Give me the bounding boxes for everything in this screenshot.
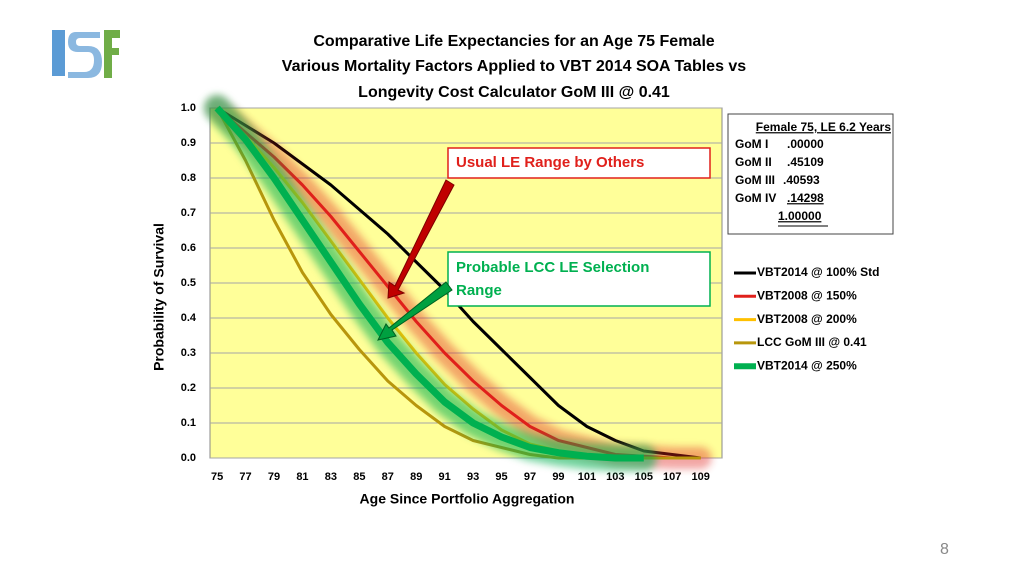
factor-label: GoM III [735,173,775,187]
chart-title: Comparative Life Expectancies for an Age… [313,33,714,50]
logo-s [68,32,102,78]
factor-heading: Female 75, LE 6.2 Years [756,120,892,134]
annotation: Usual LE Range by Others [456,154,644,171]
factor-value: .45109 [787,155,824,169]
x-tick-label: 97 [524,471,536,483]
y-tick-label: 0.1 [181,417,196,429]
legend-label: VBT2014 @ 250% [757,358,857,372]
arrow [387,179,455,299]
annotation: Probable LCC LE Selection Range [456,259,654,299]
x-tick-label: 99 [552,471,564,483]
legend-label: LCC GoM III @ 0.41 [757,335,867,349]
factor-value: .00000 [787,137,824,151]
y-tick-label: 0.6 [181,242,196,254]
chart-title: Longevity Cost Calculator GoM III @ 0.41 [358,84,670,101]
logo-f [104,30,120,78]
y-tick-label: 0.7 [181,207,196,219]
y-tick-label: 0.5 [181,277,196,289]
y-tick-label: 0.2 [181,382,196,394]
y-tick-label: 1.0 [181,102,196,114]
x-tick-label: 85 [353,471,365,483]
x-tick-label: 81 [296,471,308,483]
x-tick-label: 87 [382,471,394,483]
x-tick-label: 93 [467,471,479,483]
y-axis-label: Probability of Survival [151,223,167,371]
y-tick-label: 0.8 [181,172,196,184]
factor-total: 1.00000 [778,209,822,223]
y-tick-label: 0.9 [181,137,196,149]
logo [52,30,120,78]
x-tick-label: 91 [439,471,451,483]
factor-label: GoM IV [735,191,776,205]
x-tick-label: 105 [635,471,653,483]
factor-box [727,113,894,235]
x-tick-label: 103 [606,471,624,483]
series-line [214,105,644,462]
legend-label: VBT2014 @ 100% Std [757,265,879,279]
y-tick-label: 0.4 [181,312,197,324]
x-tick-label: 101 [578,471,596,483]
y-tick-label: 0.3 [181,347,196,359]
factor-label: GoM I [735,137,768,151]
x-tick-label: 75 [211,471,223,483]
arrow [377,281,453,341]
x-axis-label: Age Since Portfolio Aggregation [360,491,575,507]
factor-value: .14298 [787,191,824,205]
x-tick-label: 83 [325,471,337,483]
x-tick-label: 107 [663,471,681,483]
x-tick-label: 79 [268,471,280,483]
annotation-box [447,147,711,179]
slide-number: 8 [940,541,949,558]
annotation-box [447,251,711,307]
x-tick-label: 77 [239,471,251,483]
chart-title: Various Mortality Factors Applied to VBT… [282,58,747,75]
x-tick-label: 89 [410,471,422,483]
factor-label: GoM II [735,155,772,169]
y-tick-label: 0.0 [181,452,196,464]
logo-i [52,30,65,76]
x-tick-label: 95 [495,471,507,483]
legend-label: VBT2008 @ 200% [757,312,857,326]
x-tick-label: 109 [691,471,709,483]
factor-value: .40593 [783,173,820,187]
legend-label: VBT2008 @ 150% [757,288,857,302]
